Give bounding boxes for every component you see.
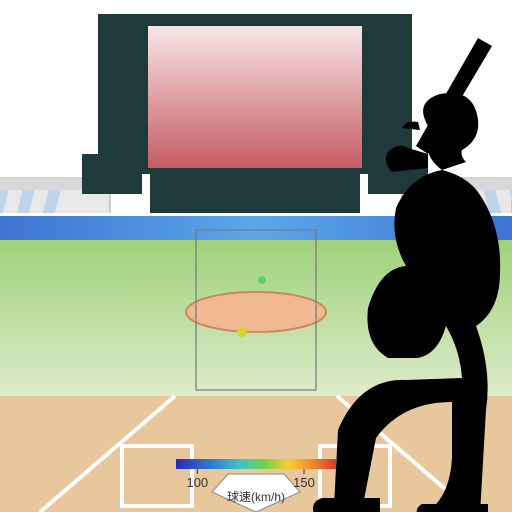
legend-axis-label: 球速(km/h) [227,490,285,504]
scoreboard-screen [148,26,362,168]
pitchers-mound [186,292,326,332]
pitch-marker [258,276,266,284]
pitch-marker [237,327,247,337]
legend-tick-label: 100 [186,475,208,490]
legend-tick-label: 150 [293,475,315,490]
pitch-location-figure: 100 150 球速(km/h) [0,0,512,512]
